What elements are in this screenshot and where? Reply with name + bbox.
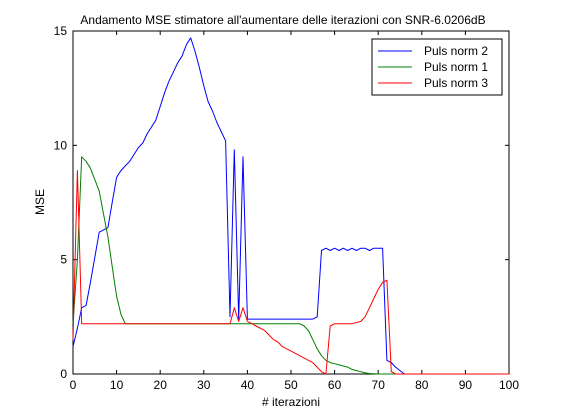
series-line-puls-norm-1 [72, 156, 509, 375]
x-tick-label: 40 [241, 378, 255, 392]
y-tick-label: 15 [54, 24, 68, 38]
x-tick-label: 90 [459, 378, 473, 392]
x-axis-label: # iterazioni [262, 395, 320, 409]
y-tick-label: 5 [60, 253, 67, 267]
y-tick-label: 0 [60, 367, 67, 381]
x-tick-label: 100 [499, 378, 519, 392]
x-tick-label: 30 [197, 378, 211, 392]
x-tick-label: 80 [415, 378, 429, 392]
legend-label: Puls norm 3 [424, 76, 488, 90]
x-tick-label: 70 [372, 378, 386, 392]
chart-title: Andamento MSE stimatore all'aumentare de… [80, 13, 485, 27]
x-tick-label: 10 [110, 378, 124, 392]
legend-label: Puls norm 1 [424, 60, 488, 74]
legend-label: Puls norm 2 [424, 44, 488, 58]
y-tick-label: 10 [54, 138, 68, 152]
series-line-puls-norm-2 [72, 37, 509, 375]
series-line-puls-norm-3 [72, 170, 509, 375]
series-lines [72, 37, 509, 375]
axis-ticks: 0 10 20 30 40 50 60 70 80 90 100 0 5 10 15 [54, 24, 520, 392]
y-axis-label: MSE [33, 189, 47, 215]
x-tick-label: 50 [284, 378, 298, 392]
x-tick-label: 20 [154, 378, 168, 392]
legend: Puls norm 2 Puls norm 1 Puls norm 3 [371, 38, 503, 96]
x-tick-label: 60 [328, 378, 342, 392]
x-tick-label: 0 [70, 378, 77, 392]
